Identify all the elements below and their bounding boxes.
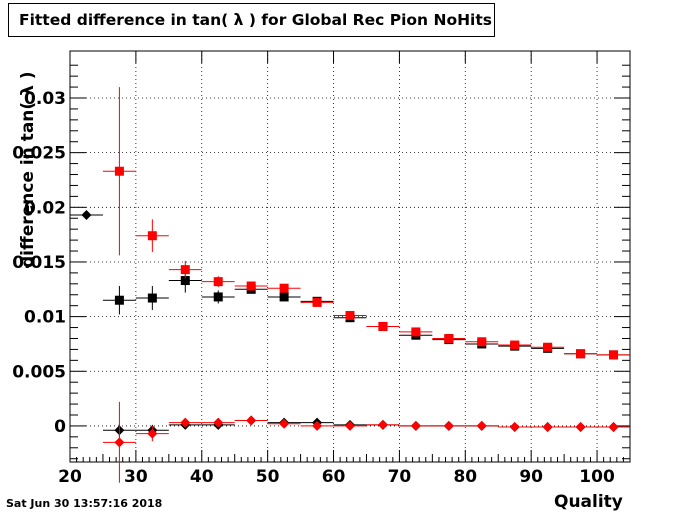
data-point-diamond bbox=[114, 437, 125, 448]
data-point-diamond bbox=[608, 422, 619, 433]
data-point-square bbox=[213, 292, 223, 302]
data-point-square bbox=[279, 283, 289, 293]
axes: 20 30 40 50 60 70 80 90 100 0 0.005 0.01 0.015 0.02 0.… bbox=[12, 50, 631, 487]
data-point-diamond bbox=[345, 420, 355, 431]
timestamp: Sat Jun 30 13:57:16 2018 bbox=[6, 497, 163, 510]
data-point-square bbox=[312, 297, 322, 307]
data-markers bbox=[70, 87, 630, 483]
data-point-diamond bbox=[279, 418, 290, 429]
data-point-square bbox=[444, 333, 454, 343]
data-point-diamond bbox=[81, 209, 92, 220]
data-point-diamond bbox=[410, 420, 421, 431]
data-point-diamond bbox=[213, 417, 224, 428]
x-tick-label: 30 bbox=[124, 467, 148, 487]
y-tick-label: 0.015 bbox=[12, 253, 66, 273]
chart-title: Fitted difference in tan( λ ) for Global… bbox=[8, 3, 495, 37]
x-axis-label: Quality bbox=[554, 492, 623, 512]
data-point-square bbox=[477, 337, 487, 347]
data-point-diamond bbox=[476, 420, 487, 431]
data-point-diamond bbox=[443, 420, 454, 431]
data-point-square bbox=[180, 265, 190, 275]
plot-frame bbox=[69, 50, 631, 463]
data-point-square bbox=[378, 321, 388, 331]
data-point-square bbox=[114, 295, 124, 305]
x-tick-label: 50 bbox=[256, 467, 280, 487]
data-point-square bbox=[609, 350, 619, 360]
x-tick-label: 20 bbox=[58, 467, 82, 487]
x-tick-label: 80 bbox=[453, 467, 477, 487]
data-point-square bbox=[279, 292, 289, 302]
data-point-diamond bbox=[377, 419, 388, 430]
y-tick-label: 0 bbox=[54, 417, 66, 437]
data-point-square bbox=[147, 293, 157, 303]
data-point-diamond bbox=[509, 422, 520, 433]
grid bbox=[70, 51, 630, 462]
data-point-diamond bbox=[246, 415, 257, 426]
x-tick-label: 100 bbox=[579, 467, 615, 487]
x-tick-label: 70 bbox=[388, 467, 412, 487]
data-point-square bbox=[147, 231, 157, 241]
data-point-square bbox=[114, 166, 124, 176]
y-axis-label: difference in tan( λ ) bbox=[18, 71, 38, 268]
data-point-diamond bbox=[180, 417, 191, 428]
data-point-square bbox=[180, 276, 190, 286]
data-point-square bbox=[543, 342, 553, 352]
data-point-square bbox=[576, 349, 586, 359]
data-point-square bbox=[411, 327, 421, 337]
y-tick-label: 0.02 bbox=[24, 198, 66, 218]
data-point-square bbox=[213, 277, 223, 287]
data-point-diamond bbox=[312, 420, 323, 431]
x-tick-label: 90 bbox=[519, 467, 543, 487]
data-point-square bbox=[510, 340, 520, 350]
x-tick-label: 60 bbox=[322, 467, 346, 487]
data-point-diamond bbox=[575, 422, 586, 433]
y-tick-label: 0.01 bbox=[24, 308, 66, 328]
y-tick-label: 0.005 bbox=[12, 362, 66, 382]
data-point-square bbox=[246, 281, 256, 291]
y-tick-label: 0.025 bbox=[12, 144, 66, 164]
x-tick-label: 40 bbox=[190, 467, 214, 487]
data-point-diamond bbox=[542, 422, 553, 433]
y-tick-label: 0.03 bbox=[24, 89, 66, 109]
data-point-square bbox=[345, 311, 355, 321]
data-point-diamond bbox=[147, 428, 158, 439]
